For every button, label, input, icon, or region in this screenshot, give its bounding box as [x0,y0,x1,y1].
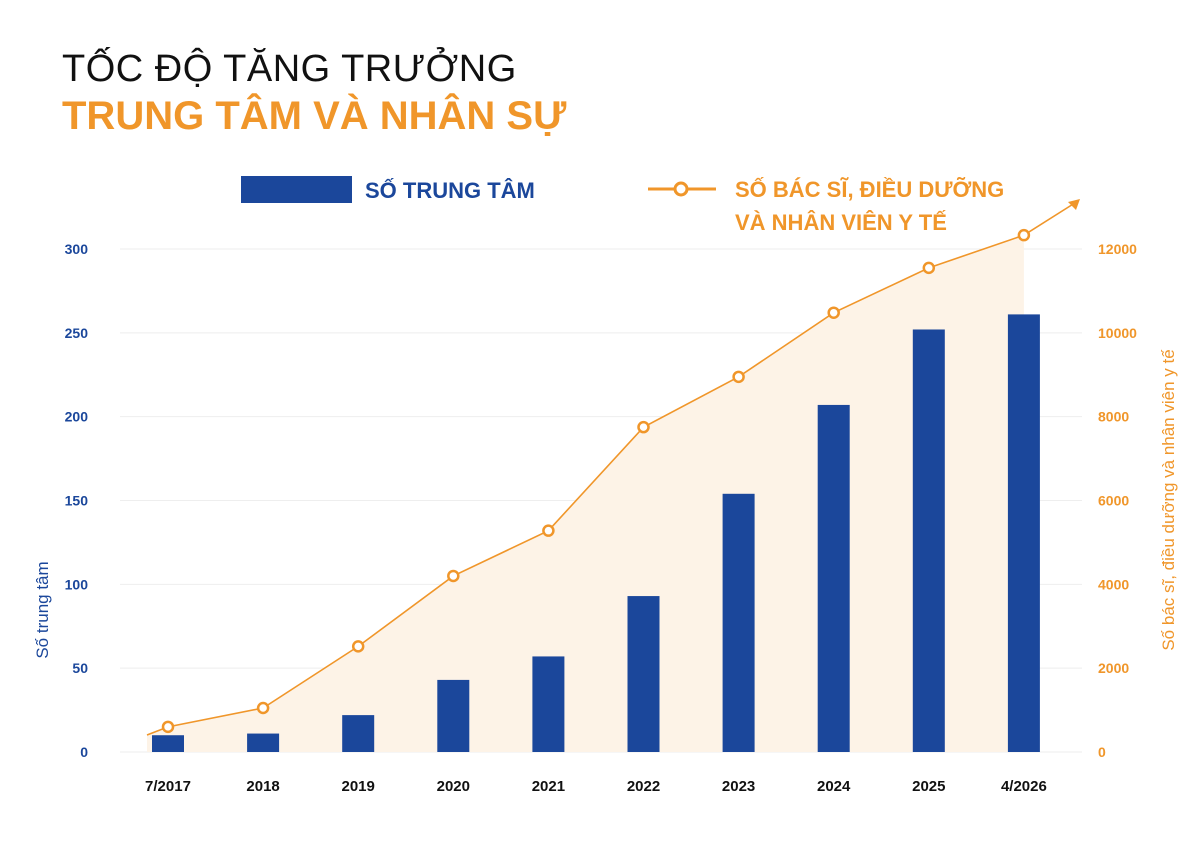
bar-2018 [247,733,280,752]
y-right-tick: 2000 [1098,660,1129,676]
x-tick: 2024 [817,778,851,795]
arrow-head-icon [1068,199,1080,210]
legend-bar-label: SỐ TRUNG TÂM [365,177,535,203]
bar-2020 [437,679,470,752]
y-left-tick: 0 [80,744,88,760]
bar-7/2017 [152,735,184,752]
line-point-2019 [351,640,365,653]
y-left-label: Số trung tâm [33,561,52,658]
x-tick: 2020 [437,778,470,795]
legend-line-label: SỐ BÁC SĨ, ĐIỀU DƯỠNG [735,176,1004,202]
title-line-1: TỐC ĐỘ TĂNG TRƯỞNG [62,48,517,90]
y-right-label: Số bác sĩ, điều dưỡng và nhân viên y tế [1159,349,1178,651]
x-tick: 2019 [342,778,375,795]
x-tick: 2021 [532,778,565,795]
y-left-tick: 50 [72,660,88,676]
line-point-2023 [732,370,745,384]
y-left-tick: 150 [65,493,89,509]
x-tick: 2018 [246,778,279,795]
x-tick: 2025 [912,778,945,795]
x-tick: 2022 [627,778,660,795]
line-point-2022 [637,420,650,434]
bar-2025 [912,329,945,752]
x-tick: 2023 [722,778,755,795]
bar-2021 [532,656,565,752]
line-point-2021 [542,524,555,537]
legend-line-marker [673,181,689,197]
y-left-tick: 200 [65,409,89,425]
line-point-2018 [256,701,270,715]
line-point-4/2026 [1017,228,1031,242]
x-tick: 4/2026 [1001,778,1047,795]
y-left-tick: 250 [65,325,89,341]
line-area-fill [147,235,1024,753]
line-point-2020 [447,569,460,583]
bar-2019 [342,715,375,752]
x-tick: 7/2017 [145,778,191,795]
y-right-tick: 12000 [1098,241,1137,257]
y-right-tick: 10000 [1098,325,1137,341]
legend-line-label: VÀ NHÂN VIÊN Y TẾ [735,210,947,235]
bar-2024 [817,404,850,752]
legend-bar-swatch [241,176,352,203]
bar-2022 [627,596,660,752]
y-left-tick: 300 [65,241,89,257]
y-left-tick: 100 [65,576,89,592]
trend-arrow-line [1023,200,1079,236]
line-point-2024 [827,306,840,319]
y-right-tick: 0 [1098,744,1106,760]
title-line-2: TRUNG TÂM VÀ NHÂN SỰ [62,94,567,138]
bar-4/2026 [1007,314,1040,752]
y-right-tick: 8000 [1098,409,1129,425]
line-point-2025 [922,261,936,275]
line-point-7/2017 [161,720,175,734]
bar-2023 [722,493,755,752]
y-right-tick: 4000 [1098,576,1129,592]
y-right-tick: 6000 [1098,493,1129,509]
